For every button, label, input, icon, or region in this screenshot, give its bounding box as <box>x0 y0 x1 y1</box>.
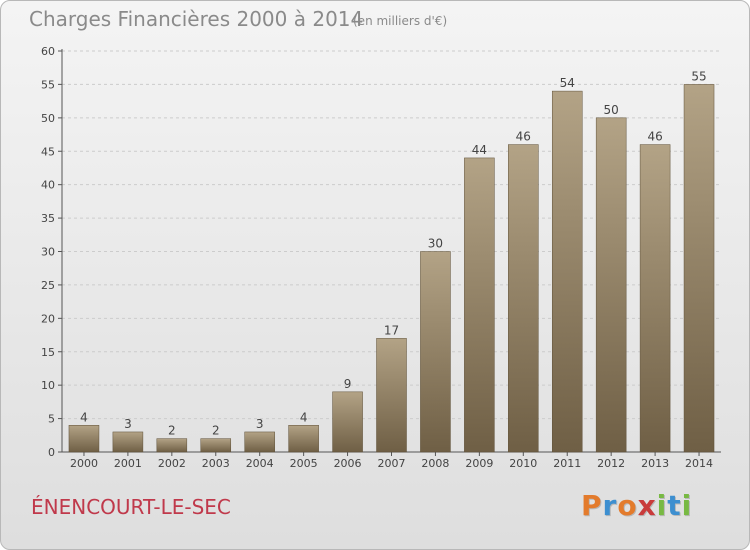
data-label: 9 <box>344 377 352 391</box>
y-tick-label: 45 <box>41 145 55 158</box>
bar-2004 <box>244 431 275 453</box>
x-tick-label: 2002 <box>158 457 186 470</box>
proxiti-logo: Proxiti <box>581 489 692 522</box>
bar-2013 <box>639 144 671 453</box>
data-label: 50 <box>604 103 619 117</box>
brand-letter: o <box>617 489 638 522</box>
brand-letter: x <box>637 489 657 522</box>
brand-letter: i <box>681 489 693 522</box>
bar-2010 <box>508 144 539 453</box>
y-tick-label: 0 <box>48 446 55 459</box>
bars <box>68 84 715 453</box>
data-label: 55 <box>691 69 706 83</box>
data-label: 3 <box>124 417 132 431</box>
bar-2011 <box>551 90 583 453</box>
x-tick-label: 2000 <box>70 457 98 470</box>
bar-2001 <box>112 431 144 453</box>
commune-name: ÉNENCOURT-LE-SEC <box>31 495 231 519</box>
data-label: 30 <box>428 237 443 251</box>
x-tick-label: 2009 <box>465 457 493 470</box>
x-tick-label: 2004 <box>246 457 274 470</box>
y-tick-label: 30 <box>41 246 55 259</box>
x-tick-label: 2010 <box>509 457 537 470</box>
x-tick-label: 2014 <box>685 457 713 470</box>
brand-letter: i <box>656 489 668 522</box>
data-label: 54 <box>560 76 575 90</box>
data-label: 2 <box>168 424 176 438</box>
x-tick-label: 2003 <box>202 457 230 470</box>
y-tick-label: 15 <box>41 346 55 359</box>
bar-2007 <box>376 338 407 453</box>
y-tick-label: 40 <box>41 179 55 192</box>
data-label: 46 <box>516 130 531 144</box>
chart-subtitle: (en milliers d'€) <box>353 14 448 28</box>
bar-2005 <box>288 425 319 453</box>
bar-2008 <box>420 251 451 453</box>
x-tick-label: 2005 <box>290 457 318 470</box>
y-tick-label: 55 <box>41 78 55 91</box>
bar-2012 <box>595 117 627 453</box>
brand-letter: t <box>667 489 682 522</box>
bar-2000 <box>68 425 100 453</box>
data-label: 46 <box>647 130 662 144</box>
x-tick-label: 2006 <box>334 457 362 470</box>
bar-2002 <box>156 438 188 453</box>
data-label: 3 <box>256 417 264 431</box>
y-tick-label: 5 <box>48 413 55 426</box>
bar-2003 <box>200 438 232 453</box>
labels: 0 5 10 15 20 25 30 35 40 45 50 55 60 4 2000 3 2001 2 2002 2… <box>41 45 713 470</box>
x-tick-label: 2011 <box>553 457 581 470</box>
x-tick-label: 2007 <box>378 457 406 470</box>
y-tick-label: 10 <box>41 379 55 392</box>
y-tick-label: 35 <box>41 212 55 225</box>
y-tick-label: 20 <box>41 312 55 325</box>
y-tick-label: 50 <box>41 112 55 125</box>
data-label: 4 <box>300 410 308 424</box>
brand-letter: r <box>602 489 618 522</box>
x-tick-label: 2008 <box>421 457 449 470</box>
data-label: 44 <box>472 143 487 157</box>
x-tick-label: 2013 <box>641 457 669 470</box>
grid-lines <box>62 50 721 420</box>
y-tick-label: 60 <box>41 45 55 58</box>
bar-2006 <box>332 391 363 453</box>
data-label: 4 <box>80 410 88 424</box>
y-tick-label: 25 <box>41 279 55 292</box>
chart-title: Charges Financières 2000 à 2014 <box>29 7 364 31</box>
x-tick-label: 2001 <box>114 457 142 470</box>
data-label: 2 <box>212 424 220 438</box>
bar-2014 <box>683 84 715 453</box>
x-tick-label: 2012 <box>597 457 625 470</box>
bar-2009 <box>464 157 495 453</box>
data-label: 17 <box>384 323 399 337</box>
brand-letter: P <box>581 489 603 522</box>
